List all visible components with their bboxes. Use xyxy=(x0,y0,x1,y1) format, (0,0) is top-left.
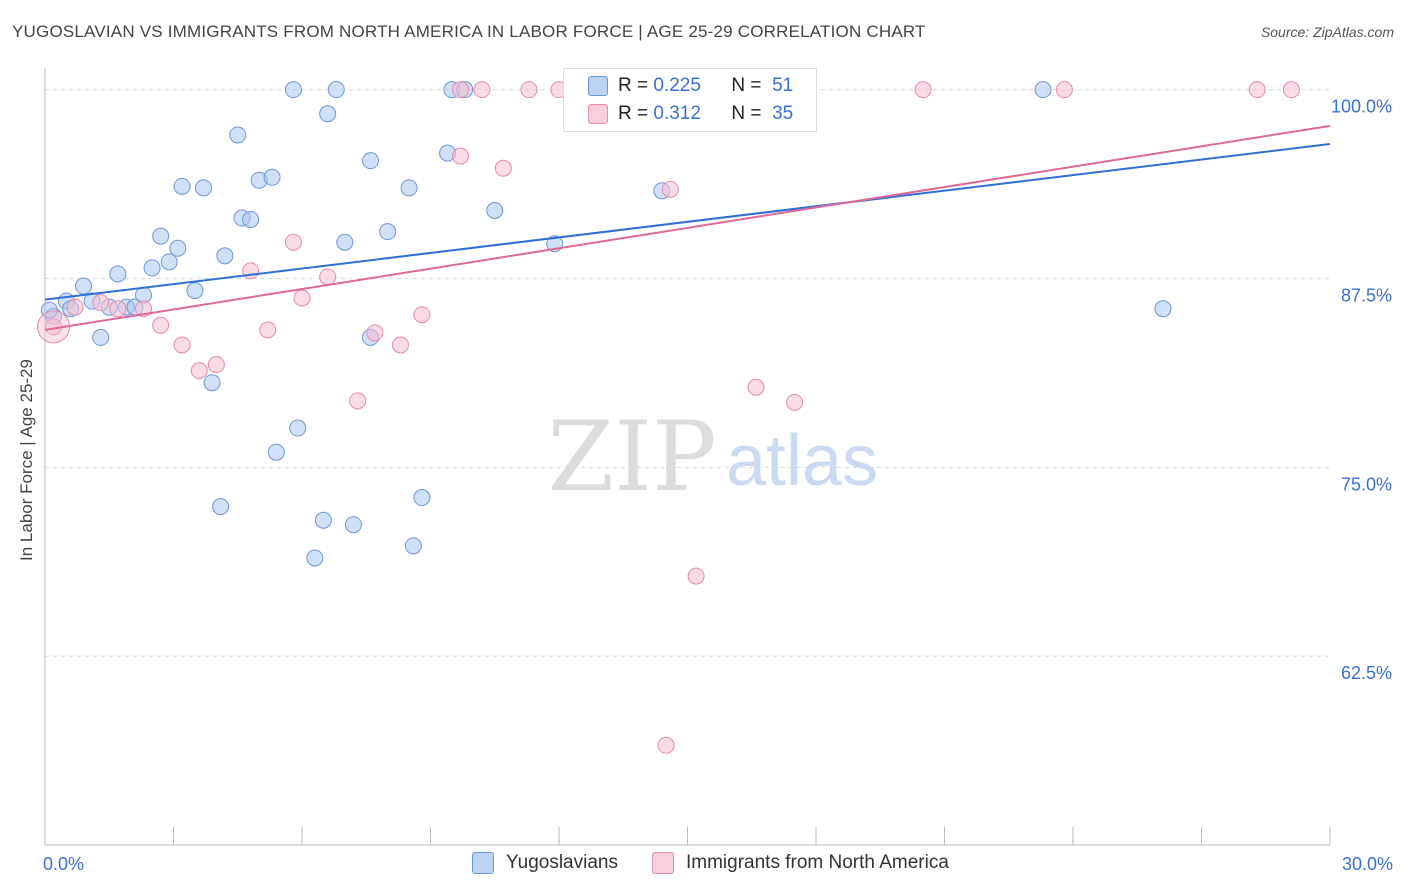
data-point xyxy=(786,393,804,411)
data-point xyxy=(293,289,311,307)
data-point xyxy=(1154,300,1172,318)
data-point xyxy=(1034,81,1052,99)
data-point xyxy=(661,180,679,198)
watermark-zip: ZIP xyxy=(547,401,716,513)
legend-label: Immigrants from North America xyxy=(686,852,949,873)
data-point xyxy=(1248,81,1266,99)
data-point xyxy=(319,105,337,123)
data-point xyxy=(404,537,422,555)
data-point xyxy=(314,511,332,529)
data-point xyxy=(319,268,337,286)
blue-swatch xyxy=(472,852,494,874)
data-point xyxy=(259,321,277,339)
data-point xyxy=(336,233,354,251)
data-point xyxy=(1282,81,1300,99)
stats-legend: R = 0.225 N = 51 R = 0.312 N = 35 xyxy=(563,68,817,132)
data-point xyxy=(143,259,161,277)
data-point xyxy=(263,168,281,186)
r-value: 0.225 xyxy=(653,75,701,96)
data-point xyxy=(349,392,367,410)
data-point xyxy=(75,277,93,295)
n-value: 35 xyxy=(772,103,794,124)
data-point xyxy=(379,223,397,241)
data-point xyxy=(451,81,469,99)
data-point xyxy=(284,81,302,99)
data-point xyxy=(173,336,191,354)
data-point xyxy=(109,300,127,318)
legend-item-yugoslavians: Yugoslavians xyxy=(472,852,618,874)
data-point xyxy=(413,306,431,324)
watermark-atlas: atlas xyxy=(726,421,878,501)
watermark: ZIP atlas xyxy=(547,401,878,513)
y-tick-label: 100.0% xyxy=(1331,97,1392,117)
data-point xyxy=(92,328,110,346)
data-point xyxy=(242,262,260,280)
data-point xyxy=(486,201,504,219)
data-point xyxy=(289,419,307,437)
data-point xyxy=(66,298,84,316)
n-value: 51 xyxy=(772,75,794,96)
data-point xyxy=(242,211,260,229)
data-point xyxy=(160,253,178,271)
data-point xyxy=(173,177,191,195)
data-point xyxy=(327,81,345,99)
pink-swatch xyxy=(652,852,674,874)
blue-swatch xyxy=(588,76,608,96)
data-point xyxy=(40,301,58,319)
data-point xyxy=(520,81,538,99)
source-label: Source: ZipAtlas.com xyxy=(1260,24,1394,40)
data-point xyxy=(687,567,705,585)
data-point xyxy=(914,81,932,99)
data-point xyxy=(494,159,512,177)
data-point xyxy=(216,247,234,265)
data-point xyxy=(169,239,187,257)
data-point xyxy=(267,443,285,461)
data-point xyxy=(212,498,230,516)
data-point xyxy=(152,316,170,334)
data-point xyxy=(190,362,208,380)
data-point xyxy=(186,282,204,300)
trend-line xyxy=(44,143,1331,301)
data-point xyxy=(473,81,491,99)
y-axis-label: In Labor Force | Age 25-29 xyxy=(17,359,36,561)
data-point xyxy=(413,489,431,507)
legend-item-immigrants: Immigrants from North America xyxy=(652,852,949,874)
r-value: 0.312 xyxy=(653,103,701,124)
data-point xyxy=(229,126,247,144)
stats-row-yugoslavians: R = 0.225 N = 51 xyxy=(588,73,793,99)
x-tick-label: 0.0% xyxy=(43,854,84,874)
r-label: R = xyxy=(618,103,649,124)
data-point xyxy=(109,265,127,283)
data-point xyxy=(306,549,324,567)
data-point xyxy=(284,233,302,251)
series-legend: Yugoslavians Immigrants from North Ameri… xyxy=(0,852,1406,878)
data-point xyxy=(657,736,675,754)
data-point xyxy=(392,336,410,354)
data-point xyxy=(747,378,765,396)
data-point xyxy=(152,227,170,245)
data-point xyxy=(1055,81,1073,99)
y-tick-label: 87.5% xyxy=(1341,285,1392,305)
data-point xyxy=(344,516,362,534)
x-tick-label: 30.0% xyxy=(1342,854,1393,874)
data-point xyxy=(362,152,380,170)
data-point xyxy=(400,179,418,197)
n-label: N = xyxy=(731,75,762,96)
stats-row-immigrants: R = 0.312 N = 35 xyxy=(588,101,793,127)
trend-line xyxy=(44,124,1331,331)
data-point xyxy=(451,147,469,165)
n-label: N = xyxy=(731,103,762,124)
chart-title: YUGOSLAVIAN VS IMMIGRANTS FROM NORTH AME… xyxy=(12,22,926,41)
legend-label: Yugoslavians xyxy=(506,852,618,873)
y-tick-label: 62.5% xyxy=(1341,663,1392,683)
data-point xyxy=(366,324,384,342)
r-label: R = xyxy=(618,75,649,96)
pink-swatch xyxy=(588,104,608,124)
data-point xyxy=(92,294,110,312)
data-point xyxy=(194,179,212,197)
data-point xyxy=(203,374,221,392)
y-tick-label: 75.0% xyxy=(1341,474,1392,494)
data-point xyxy=(207,356,225,374)
